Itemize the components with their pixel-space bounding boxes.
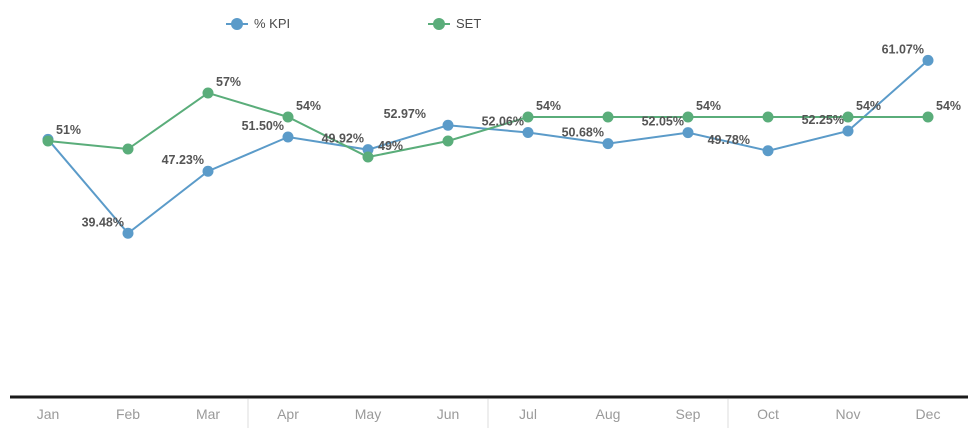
set-data-point[interactable] [122,143,134,155]
legend-label-kpi: % KPI [254,16,291,31]
x-tick-label: Apr [277,406,299,422]
x-axis: Jan Feb Mar Apr May Jun Jul Aug Sep Oct Nov Dec [10,395,968,428]
kpi-data-label: 61.07% [882,42,924,56]
set-data-point[interactable] [202,87,214,99]
kpi-data-point[interactable] [762,145,774,157]
legend-marker-set [428,17,450,30]
kpi-data-label: 47.23% [162,153,204,167]
kpi-data-point[interactable] [922,54,934,66]
set-data-label: 54% [696,99,721,113]
kpi-data-point[interactable] [282,131,294,143]
set-data-point[interactable] [762,111,774,123]
kpi-data-label: 49.92% [322,132,364,146]
kpi-data-label: 52.25% [802,113,844,127]
x-tick-label: Jan [37,406,60,422]
set-data-point[interactable] [442,135,454,147]
set-data-label: 54% [536,99,561,113]
set-data-point[interactable] [682,111,694,123]
series-points [42,54,934,239]
legend-marker-kpi [226,17,248,30]
set-data-point[interactable] [362,151,374,163]
legend-item-kpi[interactable]: % KPI [226,16,290,31]
x-tick-label: Dec [916,406,941,422]
x-tick-label: Jun [437,406,460,422]
set-data-point[interactable] [282,111,294,123]
x-tick-label: Jul [519,406,537,422]
kpi-data-label: 52.05% [642,115,684,129]
kpi-data-label: 39.48% [82,215,124,229]
x-tick-label: Mar [196,406,220,422]
legend-item-set[interactable]: SET [428,16,481,31]
set-data-label: 51% [56,123,81,137]
set-series-line [47,91,928,159]
x-tick-label: Oct [757,406,779,422]
kpi-data-point[interactable] [682,127,694,139]
kpi-data-point[interactable] [442,119,454,131]
x-tick-label: Nov [836,406,861,422]
kpi-data-label: 50.68% [562,126,604,140]
set-data-point[interactable] [602,111,614,123]
x-tick-label: Feb [116,406,140,422]
set-data-point[interactable] [42,135,54,147]
set-data-point[interactable] [522,111,534,123]
kpi-data-point[interactable] [522,127,534,139]
x-tick-label: Sep [676,406,701,422]
set-data-point[interactable] [842,111,854,123]
kpi-data-point[interactable] [122,227,134,239]
set-data-label: 57% [216,75,241,89]
set-data-label: 54% [296,99,321,113]
kpi-data-point[interactable] [602,138,614,150]
kpi-data-point[interactable] [842,125,854,137]
series-lines [47,59,929,235]
x-tick-label: May [355,406,381,422]
kpi-data-label: 49.78% [708,133,750,147]
kpi-data-point[interactable] [202,165,214,177]
kpi-series-line [47,59,929,235]
set-data-point[interactable] [922,111,934,123]
set-data-label: 49% [378,139,403,153]
kpi-data-label: 52.06% [482,115,524,129]
data-labels: 39.48% 47.23% 51.50% 49.92% 52.97% 52.06% 50.6… [56,42,961,229]
kpi-data-label: 52.97% [384,107,426,121]
legend-label-set: SET [456,16,482,31]
kpi-data-label: 51.50% [242,119,284,133]
chart-legend: % KPI SET [0,16,976,34]
set-data-label: 54% [936,99,961,113]
x-tick-label: Aug [596,406,621,422]
set-data-label: 54% [856,99,881,113]
